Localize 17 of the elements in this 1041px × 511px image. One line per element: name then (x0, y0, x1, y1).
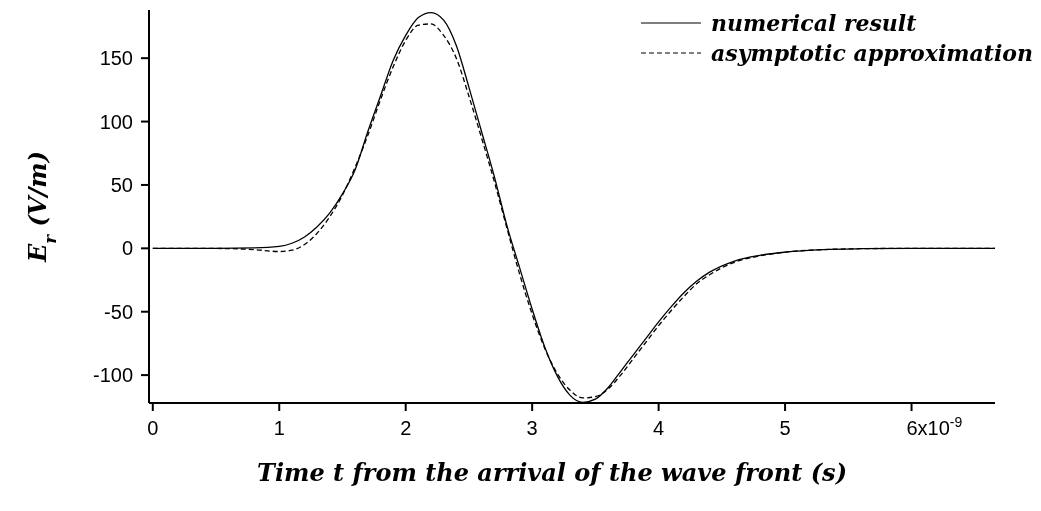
x-tick-label: 1 (273, 417, 285, 439)
text: x10$^{-9}$ (917, 414, 963, 439)
x-tick-label: 6 (906, 417, 918, 439)
legend-label: asymptotic approximation (711, 40, 1033, 66)
x-tick-label: 0 (147, 417, 159, 439)
y-tick-label: -100 (92, 364, 133, 387)
y-tick-label: -50 (104, 300, 133, 323)
legend-label: numerical result (711, 10, 917, 36)
y-tick-label: 50 (110, 173, 133, 196)
x-tick-label: 3 (526, 417, 538, 439)
x-tick-label: 2 (400, 417, 412, 439)
y-tick-label: 100 (99, 110, 133, 133)
x-tick-label: 4 (653, 417, 665, 439)
x-axis-title: Time t from the arrival of the wave front (s) (257, 458, 847, 487)
y-tick-label: 150 (99, 47, 133, 70)
y-tick-label: 0 (121, 237, 133, 260)
x-tick-label: 5 (779, 417, 791, 439)
